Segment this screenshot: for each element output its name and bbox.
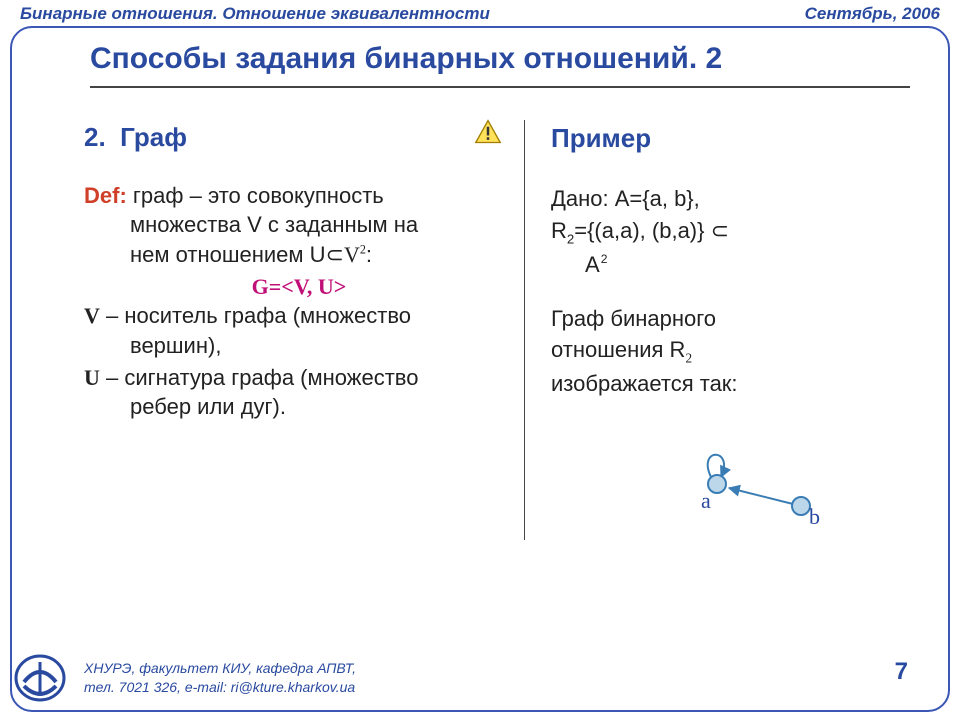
example-heading: Пример [551, 120, 889, 158]
u-symbol: U [84, 365, 100, 390]
left-heading: 2. Граф [84, 120, 514, 155]
u-text2: ребер или дуг). [84, 392, 514, 422]
def-label: Def: [84, 183, 127, 208]
slide-frame: Способы задания бинарных отношений. 2 2.… [10, 26, 950, 712]
given-a2: A [551, 252, 600, 277]
footer: ХНУРЭ, факультет КИУ, кафедра АПВТ, тел.… [10, 652, 936, 704]
gs-2: отношения R [551, 337, 685, 362]
u-description: U – сигнатура графа (множество ребер или… [84, 363, 514, 422]
def-line3c: : [366, 242, 372, 267]
header-bar: Бинарные отношения. Отношение эквивалент… [0, 0, 960, 26]
v-symbol: V [84, 303, 100, 328]
header-topic: Бинарные отношения. Отношение эквивалент… [20, 4, 490, 24]
v-text2: вершин), [84, 331, 514, 361]
definition: Def: граф – это совокупность множества V… [84, 181, 514, 270]
def-line2: множества V с заданным на [130, 212, 418, 237]
given-r: R [551, 218, 567, 243]
content-area: 2. Граф Def: граф – это совокупность мно… [12, 88, 948, 540]
def-line1: граф – это совокупность [127, 183, 384, 208]
footer-line1: ХНУРЭ, факультет КИУ, кафедра АПВТ, [84, 659, 356, 678]
university-logo-icon [10, 652, 70, 704]
given-rest: ={(a,a), (b,a)} [574, 218, 710, 243]
footer-left: ХНУРЭ, факультет КИУ, кафедра АПВТ, тел.… [10, 652, 356, 704]
graph-sentence: Граф бинарного отношения R2 изображается… [551, 303, 889, 400]
node-b-label: b [809, 504, 820, 529]
v-description: V – носитель графа (множество вершин), [84, 301, 514, 360]
graph-formula: G=<V, U> [84, 272, 514, 302]
gs-3: изображается так: [551, 371, 738, 396]
v-text: – носитель графа (множество [100, 303, 411, 328]
slide-title: Способы задания бинарных отношений. 2 [12, 28, 948, 86]
heading-text: Граф [120, 122, 187, 152]
warning-icon [474, 118, 502, 146]
def-line3a: нем отношением U [130, 242, 326, 267]
def-line3b: V [344, 242, 360, 267]
right-column: Пример Дано: A={a, b}, R2={(a,a), (b,a)}… [524, 120, 889, 540]
u-text: – сигнатура графа (множество [100, 365, 419, 390]
given-block: Дано: A={a, b}, R2={(a,a), (b,a)} ⊂ A2 [551, 183, 889, 280]
footer-text: ХНУРЭ, факультет КИУ, кафедра АПВТ, тел.… [84, 659, 356, 697]
header-date: Сентябрь, 2006 [805, 4, 940, 24]
footer-line2: тел. 7021 326, e-mail: ri@kture.kharkov.… [84, 678, 356, 697]
relation-graph: a b [665, 452, 845, 532]
gs-1: Граф бинарного [551, 306, 716, 331]
heading-number: 2. [84, 122, 106, 152]
node-a-label: a [701, 488, 711, 513]
left-column: 2. Граф Def: граф – это совокупность мно… [84, 120, 524, 540]
page-number: 7 [895, 658, 936, 698]
given-line1: Дано: A={a, b}, [551, 186, 700, 211]
